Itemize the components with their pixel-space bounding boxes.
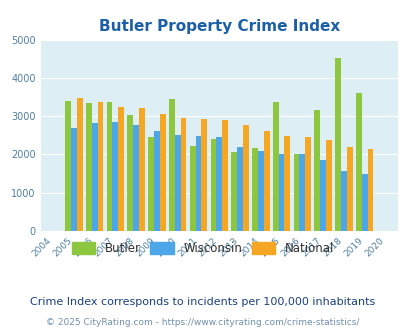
Bar bbox=[284, 136, 290, 231]
Bar bbox=[334, 58, 340, 231]
Bar bbox=[148, 137, 153, 231]
Bar bbox=[263, 131, 269, 231]
Bar bbox=[112, 122, 118, 231]
Bar bbox=[278, 154, 284, 231]
Bar bbox=[175, 135, 180, 231]
Bar bbox=[168, 99, 175, 231]
Bar bbox=[189, 146, 195, 231]
Bar bbox=[293, 154, 298, 231]
Text: © 2025 CityRating.com - https://www.cityrating.com/crime-statistics/: © 2025 CityRating.com - https://www.city… bbox=[46, 318, 359, 327]
Bar bbox=[118, 107, 124, 231]
Bar bbox=[222, 120, 227, 231]
Bar bbox=[361, 174, 367, 231]
Bar bbox=[195, 136, 201, 231]
Title: Butler Property Crime Index: Butler Property Crime Index bbox=[98, 19, 339, 34]
Bar bbox=[216, 137, 222, 231]
Bar bbox=[320, 160, 325, 231]
Bar bbox=[71, 128, 77, 231]
Bar bbox=[340, 171, 346, 231]
Bar bbox=[325, 140, 331, 231]
Bar bbox=[107, 102, 112, 231]
Bar bbox=[153, 131, 160, 231]
Bar bbox=[86, 103, 92, 231]
Bar bbox=[367, 149, 373, 231]
Bar bbox=[97, 102, 103, 231]
Bar bbox=[127, 115, 133, 231]
Bar bbox=[139, 108, 145, 231]
Bar bbox=[298, 154, 305, 231]
Bar bbox=[257, 150, 263, 231]
Bar bbox=[133, 125, 139, 231]
Bar bbox=[242, 125, 248, 231]
Bar bbox=[210, 139, 216, 231]
Bar bbox=[355, 93, 361, 231]
Bar bbox=[231, 152, 237, 231]
Legend: Butler, Wisconsin, National: Butler, Wisconsin, National bbox=[67, 237, 338, 260]
Bar bbox=[346, 147, 352, 231]
Bar bbox=[252, 148, 257, 231]
Bar bbox=[313, 110, 320, 231]
Bar bbox=[77, 98, 82, 231]
Bar bbox=[65, 101, 71, 231]
Text: Crime Index corresponds to incidents per 100,000 inhabitants: Crime Index corresponds to incidents per… bbox=[30, 297, 375, 307]
Bar bbox=[305, 137, 310, 231]
Bar bbox=[180, 118, 186, 231]
Bar bbox=[237, 147, 242, 231]
Bar bbox=[92, 123, 97, 231]
Bar bbox=[160, 114, 165, 231]
Bar bbox=[201, 119, 207, 231]
Bar bbox=[272, 102, 278, 231]
